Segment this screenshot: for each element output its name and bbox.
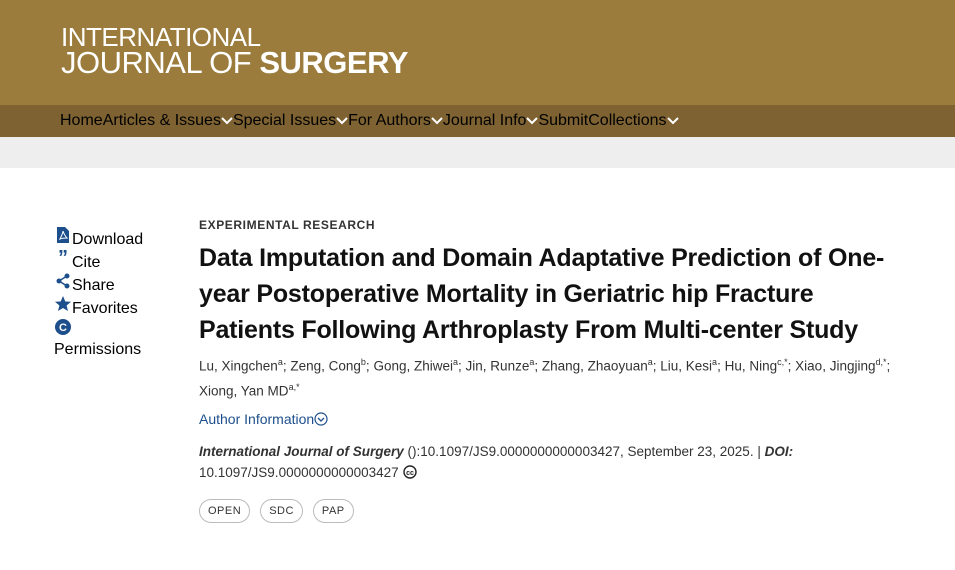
cc-icon: cc [403, 465, 418, 479]
journal-name: International Journal of Surgery [199, 444, 404, 459]
nav-item[interactable]: For Authors [348, 112, 443, 130]
citation-text: ():10.1097/JS9.0000000000003427, Septemb… [407, 444, 754, 459]
affiliation: a [453, 357, 459, 367]
section-label: EXPERIMENTAL RESEARCH [199, 218, 376, 232]
nav-label: Submit [538, 112, 589, 129]
separator: ; [886, 358, 891, 374]
sidebar-icon: C [55, 319, 71, 335]
author-name[interactable]: Gong, Zhiwei [373, 358, 453, 374]
link-text: Author Information [199, 411, 315, 427]
author-name[interactable]: Lu, Xingchen [199, 358, 278, 374]
svg-text:cc: cc [407, 470, 415, 477]
sidebar-item[interactable]: Share [54, 272, 154, 295]
logo-text: JOURNAL OF [61, 45, 252, 80]
dropdown-chevron [526, 117, 539, 125]
sidebar-label: Cite [72, 254, 101, 271]
logo-line[interactable]: JOURNAL OF SURGERY [61, 45, 408, 81]
sidebar-item[interactable]: Download [54, 226, 154, 249]
dropdown-chevron [221, 117, 233, 125]
sidebar-item[interactable]: ” Cite [54, 247, 154, 272]
separator: ; [458, 358, 462, 374]
nav-item[interactable]: Special Issues [233, 112, 348, 130]
doi[interactable]: 10.1097/JS9.0000000000003427 [199, 465, 399, 480]
banner-strip [0, 137, 955, 168]
author-name[interactable]: Xiao, Jingjing [795, 358, 876, 374]
separator: ; [282, 358, 287, 374]
affiliation: d,* [875, 357, 887, 367]
logo-text: SURGERY [259, 45, 408, 80]
nav-label: For Authors [348, 112, 431, 129]
separator: ; [717, 358, 721, 374]
svg-text:”: ” [58, 249, 68, 267]
badge: SDC [260, 499, 303, 523]
badge-row: OPEN SDC PAP [199, 499, 904, 523]
nav-label: Articles & Issues [102, 112, 221, 129]
nav-label: Collections [588, 112, 667, 129]
author-name[interactable]: Xiong, Yan MD [199, 383, 289, 398]
nav-label: Journal Info [442, 112, 527, 129]
nav-item[interactable]: Articles & Issues [103, 112, 233, 130]
affiliation: a [277, 357, 283, 367]
affiliation: a,* [288, 381, 300, 392]
author-info-link[interactable]: Author Information [199, 411, 904, 427]
separator: ; [365, 358, 370, 374]
sidebar-item[interactable]: Favorites [54, 295, 154, 318]
nav-label: Home [60, 112, 103, 129]
dropdown-chevron [666, 117, 679, 125]
svg-text:C: C [59, 322, 67, 334]
affiliation: a [529, 357, 535, 367]
sidebar-label: Download [72, 231, 144, 248]
sidebar-icon: ” [58, 247, 68, 269]
sidebar-label: Favorites [72, 300, 138, 317]
header: INTERNATIONAL JOURNAL OF SURGERY [0, 0, 955, 105]
nav-item[interactable]: Home [60, 112, 103, 130]
logo-line[interactable]: INTERNATIONAL [61, 22, 261, 52]
sidebar-icon [55, 296, 71, 311]
affiliation: a [712, 357, 718, 367]
separator: | [757, 444, 761, 459]
doi-label: DOI: [764, 444, 794, 459]
nav-bar: Home Articles & Issues Special Issues For A… [0, 105, 955, 137]
affiliation: a [647, 357, 653, 367]
author-name[interactable]: Zeng, Cong [290, 358, 361, 374]
badge: OPEN [199, 499, 251, 523]
sidebar-icon [56, 273, 70, 289]
sidebar-label: Permissions [54, 341, 142, 358]
separator: ; [534, 358, 539, 374]
article-header: EXPERIMENTAL RESEARCH Data Imputation an… [199, 218, 904, 523]
author-name[interactable]: Zhang, Zhaoyuan [541, 358, 648, 374]
badge: PAP [312, 499, 354, 523]
chevron-icon [314, 412, 328, 426]
affiliation: b [360, 357, 366, 367]
sidebar-item[interactable]: C Permissions [54, 318, 154, 359]
sidebar-icon [57, 227, 69, 243]
separator: ; [652, 358, 657, 374]
sidebar-label: Share [72, 277, 115, 294]
author-name[interactable]: Jin, Runze [465, 358, 530, 374]
dropdown-chevron [336, 117, 348, 125]
dropdown-chevron [431, 117, 443, 125]
citation: International Journal of Surgery ():10.1… [199, 441, 904, 483]
article-title: Data Imputation and Domain Adaptative Pr… [199, 244, 885, 344]
nav-item[interactable]: Journal Info [443, 112, 539, 130]
nav-label: Special Issues [232, 112, 337, 129]
nav-item[interactable]: Collections [588, 112, 679, 130]
author-list: Lu, Xingchena; Zeng, Congb; Gong, Zhiwei… [199, 352, 904, 401]
affiliation: c,* [777, 357, 788, 367]
nav-item[interactable]: Submit [538, 112, 588, 130]
separator: ; [787, 358, 792, 374]
author-name[interactable]: Hu, Ning [724, 358, 778, 374]
sidebar: Download” Cite Share Favorites C Permissions [54, 226, 154, 359]
author-name[interactable]: Liu, Kesi [660, 358, 713, 374]
